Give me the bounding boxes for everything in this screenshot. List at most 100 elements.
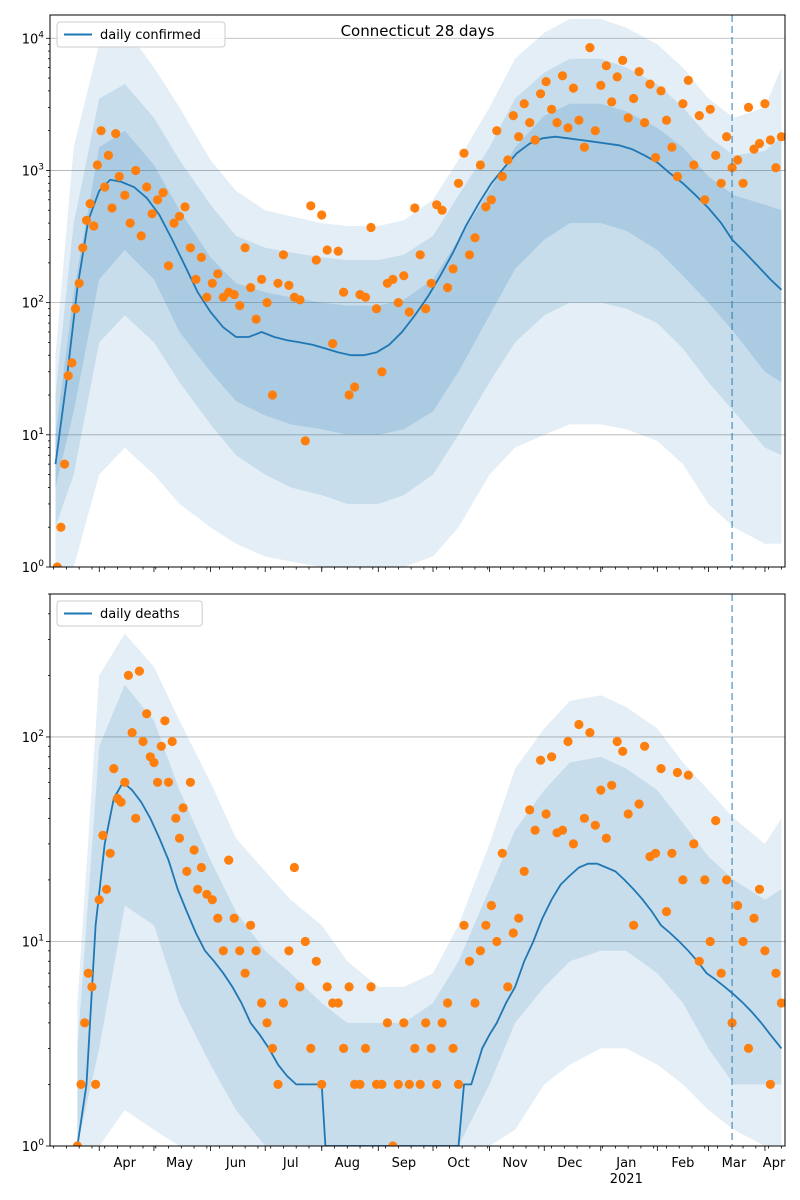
deaths-y-tick-label: 101 bbox=[22, 933, 44, 950]
confirmed-data-point bbox=[202, 292, 212, 302]
deaths-data-point bbox=[453, 1079, 464, 1089]
confirmed-data-point bbox=[371, 304, 382, 314]
deaths-data-point bbox=[167, 736, 177, 747]
deaths-data-point bbox=[749, 913, 759, 923]
deaths-uncertainty-band bbox=[77, 684, 782, 1146]
deaths-x-tick-label: Mar bbox=[722, 1156, 747, 1171]
confirmed-data-point bbox=[366, 222, 376, 233]
deaths-data-point bbox=[459, 920, 469, 930]
confirmed-data-point bbox=[147, 209, 157, 219]
confirmed-data-point bbox=[661, 115, 672, 125]
deaths-data-point bbox=[612, 736, 622, 747]
confirmed-data-point bbox=[448, 264, 458, 274]
confirmed-data-point bbox=[100, 182, 110, 192]
confirmed-data-point bbox=[700, 195, 710, 205]
deaths-data-point bbox=[760, 946, 770, 956]
deaths-data-point bbox=[224, 855, 234, 865]
deaths-data-point bbox=[694, 956, 704, 966]
deaths-data-point bbox=[508, 928, 518, 938]
deaths-data-point bbox=[399, 1018, 409, 1028]
deaths-data-point bbox=[171, 813, 181, 823]
confirmed-data-point bbox=[459, 148, 469, 158]
deaths-data-point bbox=[160, 716, 170, 726]
confirmed-data-point bbox=[67, 358, 77, 368]
confirmed-data-point bbox=[125, 218, 135, 228]
confirmed-data-point bbox=[771, 163, 781, 173]
confirmed-chart-title: Connecticut 28 days bbox=[341, 22, 495, 40]
confirmed-data-point bbox=[426, 278, 436, 288]
deaths-data-point bbox=[557, 825, 568, 835]
confirmed-data-point bbox=[640, 118, 650, 128]
confirmed-plot-area bbox=[52, 19, 785, 567]
confirmed-data-point bbox=[120, 190, 130, 200]
deaths-data-point bbox=[547, 752, 557, 762]
deaths-data-point bbox=[393, 1079, 403, 1089]
confirmed-y-tick-label: 100 bbox=[22, 559, 45, 576]
deaths-data-point bbox=[174, 833, 185, 843]
deaths-data-point bbox=[776, 998, 785, 1008]
confirmed-data-point bbox=[404, 307, 414, 317]
deaths-data-point bbox=[492, 936, 502, 947]
deaths-data-point bbox=[196, 862, 206, 873]
confirmed-data-point bbox=[705, 104, 715, 114]
deaths-data-point bbox=[667, 848, 677, 858]
confirmed-data-point bbox=[563, 123, 573, 133]
confirmed-data-point bbox=[634, 67, 644, 77]
deaths-data-point bbox=[475, 946, 485, 956]
deaths-data-point bbox=[656, 764, 666, 774]
confirmed-data-point bbox=[656, 86, 666, 96]
confirmed-data-point bbox=[246, 283, 256, 293]
deaths-data-point bbox=[634, 799, 644, 809]
deaths-x-tick-label: Jan bbox=[615, 1156, 636, 1171]
deaths-data-point bbox=[437, 1018, 447, 1028]
deaths-data-point bbox=[689, 839, 699, 849]
confirmed-data-point bbox=[240, 243, 250, 253]
deaths-data-point bbox=[486, 900, 496, 911]
deaths-data-point bbox=[87, 982, 97, 992]
confirmed-data-point bbox=[541, 77, 551, 87]
deaths-data-point bbox=[185, 777, 195, 787]
deaths-data-point bbox=[470, 998, 480, 1008]
confirmed-y-tick-label: 102 bbox=[22, 295, 44, 312]
deaths-data-point bbox=[765, 1079, 776, 1089]
deaths-data-point bbox=[536, 755, 546, 765]
deaths-data-point bbox=[497, 848, 507, 858]
confirmed-data-point bbox=[111, 129, 121, 139]
deaths-data-point bbox=[514, 913, 524, 923]
confirmed-data-point bbox=[590, 126, 600, 136]
confirmed-data-point bbox=[410, 203, 420, 213]
confirmed-data-point bbox=[672, 171, 683, 182]
confirmed-data-point bbox=[328, 339, 338, 349]
confirmed-legend: daily confirmed bbox=[56, 21, 226, 48]
deaths-panel: 100 101 102 Apr May Jun Jul Aug Sep Oct Nov Dec Jan F… bbox=[22, 593, 786, 1187]
confirmed-data-point bbox=[262, 298, 272, 308]
confirmed-data-point bbox=[191, 274, 201, 284]
deaths-data-point bbox=[267, 1043, 278, 1053]
deaths-data-point bbox=[754, 884, 765, 894]
deaths-data-point bbox=[355, 1079, 365, 1089]
deaths-x-year-label: 2021 bbox=[610, 1172, 643, 1187]
deaths-data-point bbox=[360, 1043, 371, 1053]
confirmed-data-point bbox=[497, 171, 507, 182]
deaths-data-point bbox=[568, 839, 579, 849]
deaths-x-tick-label: May bbox=[166, 1156, 193, 1171]
confirmed-data-point bbox=[650, 153, 661, 163]
confirmed-data-point bbox=[207, 278, 217, 288]
deaths-data-point bbox=[683, 770, 693, 780]
deaths-legend: daily deaths bbox=[56, 600, 203, 627]
deaths-data-point bbox=[519, 866, 529, 877]
confirmed-uncertainty-band bbox=[55, 58, 782, 528]
deaths-data-point bbox=[178, 803, 188, 813]
confirmed-data-point bbox=[267, 390, 278, 400]
confirmed-data-point bbox=[585, 43, 595, 53]
confirmed-data-point bbox=[415, 250, 425, 260]
deaths-data-point bbox=[251, 946, 261, 956]
confirmed-data-point bbox=[508, 111, 518, 121]
deaths-data-point bbox=[678, 875, 688, 885]
deaths-x-tick-label: Apr bbox=[763, 1156, 786, 1171]
deaths-data-point bbox=[525, 805, 535, 815]
deaths-data-point bbox=[109, 764, 119, 774]
confirmed-data-point bbox=[92, 160, 102, 170]
confirmed-uncertainty-band bbox=[55, 19, 782, 567]
deaths-data-point bbox=[339, 1043, 349, 1053]
